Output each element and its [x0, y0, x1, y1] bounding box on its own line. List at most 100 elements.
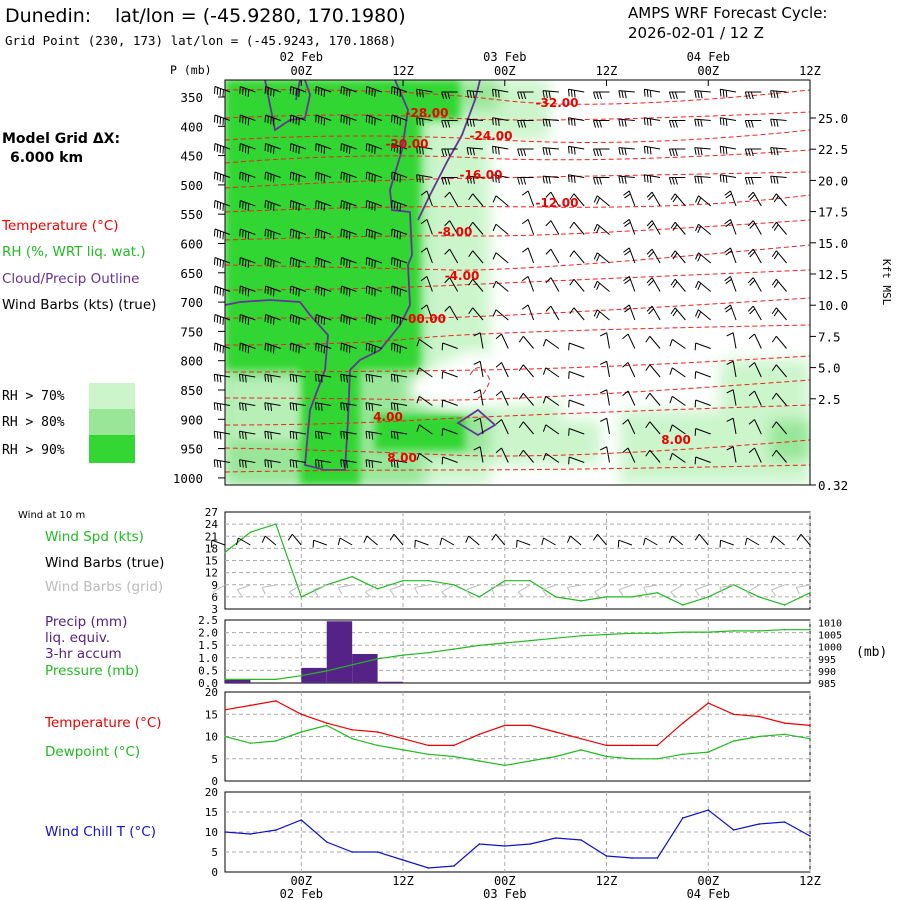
barb-flag: [216, 431, 219, 440]
wind-barb: [694, 118, 711, 127]
barb-flag: [315, 200, 317, 208]
barb-flag: [348, 203, 351, 211]
barb-flag: [314, 431, 317, 439]
barb-staff: [542, 175, 559, 178]
barb-flag: [520, 120, 524, 128]
barb-flag: [374, 89, 376, 97]
temperature-line-point: [682, 722, 684, 724]
wind-barb: [542, 175, 559, 184]
barb-flag: [242, 344, 244, 352]
barb-staff: [240, 200, 256, 207]
barb-flag: [726, 446, 734, 451]
barb-staff: [365, 373, 382, 378]
gridpoint-label: Grid Point (230, 173) lat/lon = (-45.924…: [5, 33, 396, 48]
barb-staff: [775, 307, 787, 321]
barb-flag: [292, 287, 295, 295]
wind-barb: [748, 362, 762, 378]
barb-flag: [726, 332, 734, 337]
barb-flag: [346, 403, 348, 412]
barb-flag: [747, 91, 751, 100]
barb-flag: [749, 308, 756, 315]
barb-staff: [698, 309, 712, 321]
barb-staff: [527, 219, 535, 235]
barb-staff: [290, 314, 307, 321]
barb-flag: [317, 287, 320, 295]
barb-flag: [771, 250, 777, 258]
barb-flag: [441, 120, 445, 128]
barb-flag: [520, 148, 524, 157]
wind-barb-true: [744, 537, 760, 546]
pressure-line-point: [682, 631, 684, 633]
temperature-line-point: [300, 713, 303, 716]
wind-barb: [521, 247, 535, 264]
barb-flag: [365, 143, 368, 151]
barb-flag: [645, 449, 651, 457]
wind-barb: [695, 223, 712, 235]
barb-flag: [315, 285, 317, 294]
swatch-rh80: [89, 409, 135, 435]
barb-flag: [315, 257, 317, 265]
barb-flag: [621, 90, 624, 99]
barb-flag: [618, 90, 621, 98]
barb-staff: [596, 223, 610, 235]
temperature-line-point: [783, 722, 786, 724]
barb-staff: [550, 305, 560, 321]
barb-flag: [495, 333, 502, 340]
barb-flag: [368, 460, 371, 468]
wind-barb: [694, 175, 711, 184]
barb-flag: [545, 147, 548, 156]
barb-staff: [340, 430, 357, 435]
barb-staff: [265, 171, 281, 178]
temperature-line-point: [631, 744, 633, 747]
wind-barb: [289, 228, 307, 240]
barb-flag: [391, 171, 393, 180]
barb-flag: [242, 87, 244, 95]
wind-barb-grid: [365, 584, 378, 598]
time-tick-top: 12Z: [596, 64, 618, 78]
barb-staff: [214, 314, 231, 321]
barb-flag: [566, 535, 571, 543]
barb-flag: [343, 173, 345, 181]
barb-flag: [292, 374, 295, 383]
pressure-line-point: [478, 644, 481, 647]
barb-flag: [419, 118, 421, 126]
wind-barb: [289, 373, 306, 383]
barb-staff: [290, 342, 307, 349]
label-windchill: Wind Chill T (°C): [45, 824, 156, 840]
barb-flag: [521, 276, 529, 282]
barb-staff: [265, 228, 281, 235]
dewpoint-line-point: [478, 760, 481, 762]
barb-staff: [366, 257, 382, 264]
barb-flag: [317, 374, 320, 383]
barb-flag: [770, 90, 773, 98]
barb-staff: [698, 195, 712, 207]
barb-flag: [593, 91, 596, 100]
wind-barb: [213, 257, 231, 268]
barb-flag: [320, 288, 323, 296]
barb-staff: [239, 459, 256, 463]
wind-barb: [416, 145, 433, 155]
barb-staff: [315, 114, 332, 121]
barb-flag: [490, 587, 495, 595]
pressure-line-point: [275, 678, 277, 681]
temperature-line-point: [707, 702, 710, 704]
wind-barb: [289, 342, 307, 354]
barb-staff: [628, 276, 636, 292]
barb-flag: [216, 344, 219, 352]
windchill-line-point: [783, 821, 786, 823]
wind-barb: [645, 364, 661, 378]
barb-staff: [573, 307, 585, 321]
barb-flag: [518, 392, 524, 400]
barb-flag: [773, 224, 779, 231]
barb-staff: [340, 459, 357, 463]
barb-flag: [697, 282, 702, 290]
barb-flag: [694, 90, 697, 98]
barb-staff: [365, 430, 382, 435]
barb-flag: [596, 311, 600, 319]
barb-flag: [295, 259, 298, 267]
windchill-line-point: [707, 809, 710, 811]
barb-flag: [239, 314, 241, 322]
barb-flag: [213, 228, 216, 237]
barb-flag: [518, 421, 524, 429]
